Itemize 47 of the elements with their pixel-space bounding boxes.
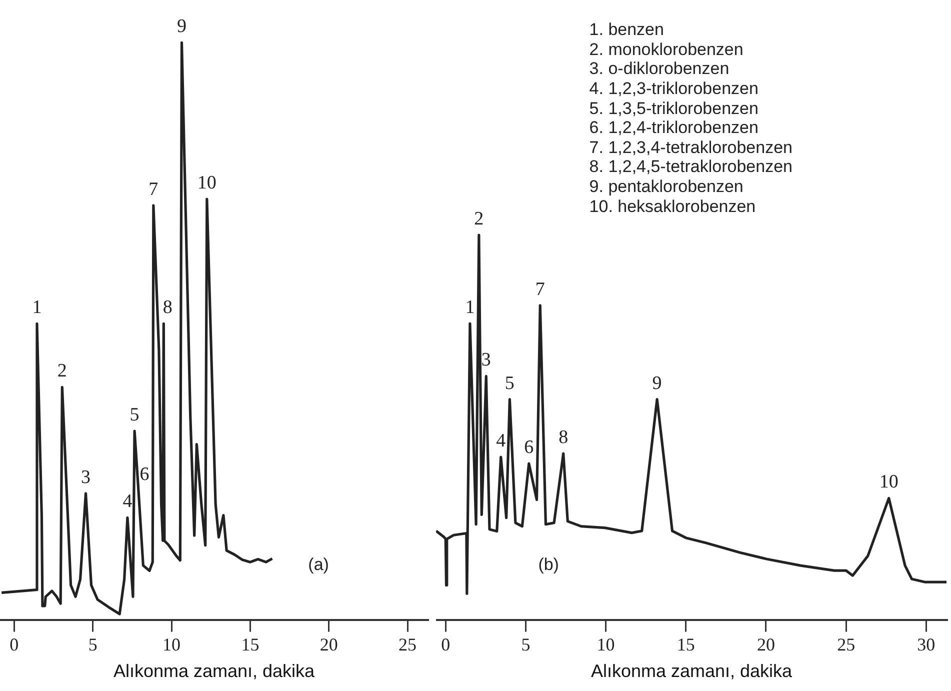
text: 5. 1,3,5-triklorobenzen xyxy=(589,98,758,118)
text: 1. benzen xyxy=(589,20,664,40)
annotation: 8 xyxy=(162,297,172,318)
annotation: 9 xyxy=(176,16,186,38)
x-axis-title: Alıkonma zamanı, dakika xyxy=(590,661,794,682)
x-tick-label: 10 xyxy=(596,634,615,654)
text: 4. 1,2,3-triklorobenzen xyxy=(589,79,758,99)
annotation: (b) xyxy=(538,554,559,575)
annotation: 9 xyxy=(652,372,662,394)
text: 7. 1,2,3,4-tetraklorobenzen xyxy=(589,138,792,158)
x-tick-label: 20 xyxy=(320,634,338,654)
annotation: 8 xyxy=(558,427,568,448)
x-axis-title: Alıkonma zamanı, dakika xyxy=(113,661,316,682)
annotation: 2 xyxy=(57,360,67,382)
text: 8. 1,2,4,5-tetraklorobenzen xyxy=(589,157,792,178)
x-tick-label: 15 xyxy=(676,634,695,654)
annotation: 5 xyxy=(504,372,514,394)
x-tick-label: 30 xyxy=(917,634,936,654)
annotation: 4 xyxy=(496,430,506,452)
x-tick-label: 25 xyxy=(398,634,417,654)
annotation: 2 xyxy=(474,208,484,230)
text: 10. heksaklorobenzen xyxy=(589,196,756,216)
x-tick-label: 0 xyxy=(10,634,19,654)
annotation: 6 xyxy=(140,464,150,485)
annotation: 7 xyxy=(535,278,545,300)
annotation: 5 xyxy=(130,404,140,426)
annotation: (a) xyxy=(308,554,329,575)
x-tick-label: 5 xyxy=(88,634,98,654)
text: 9. pentaklorobenzen xyxy=(589,177,744,197)
x-tick-label: 20 xyxy=(756,634,775,654)
annotation: 4 xyxy=(122,491,133,512)
annotation: 10 xyxy=(879,472,898,493)
annotation: 3 xyxy=(81,466,91,488)
text: 3. o-diklorobenzen xyxy=(589,59,730,80)
x-tick-label: 10 xyxy=(162,634,181,654)
x-tick-label: 0 xyxy=(441,634,450,654)
annotation: 3 xyxy=(481,350,491,371)
annotation: 1 xyxy=(465,297,475,318)
annotation: 10 xyxy=(197,172,216,194)
annotation: 1 xyxy=(32,297,42,318)
text: 6. 1,2,4-triklorobenzen xyxy=(589,118,758,138)
annotation: 7 xyxy=(148,178,158,200)
annotation: 6 xyxy=(524,437,534,458)
text: 2. monoklorobenzen xyxy=(589,40,744,60)
x-tick-label: 25 xyxy=(837,634,856,654)
x-tick-label: 15 xyxy=(241,634,260,654)
x-tick-label: 5 xyxy=(521,634,530,654)
